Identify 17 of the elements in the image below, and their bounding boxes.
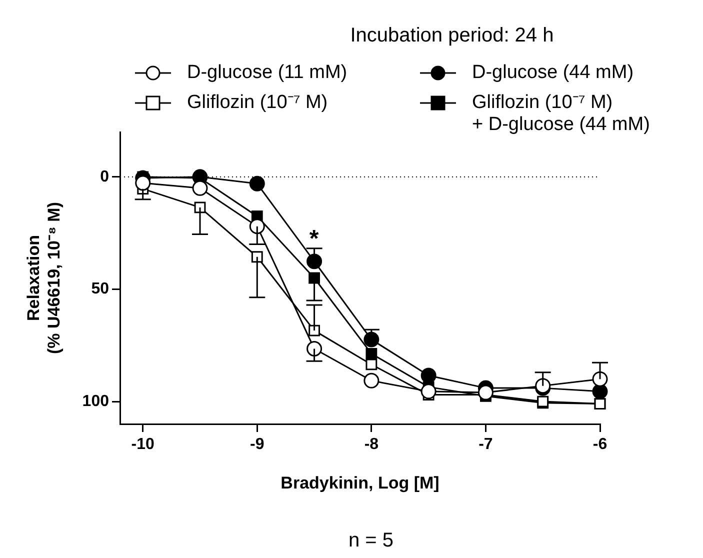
- x-tick-label: -6: [592, 436, 608, 454]
- y-axis-title: Relaxation (% U46619, 10⁻⁸ M): [24, 202, 64, 354]
- x-axis-title: Bradykinin, Log [M]: [280, 473, 440, 492]
- legend-label: Gliflozin (10⁻⁷ M) + D-glucose (44 mM): [472, 92, 650, 136]
- legend-label: Gliflozin (10⁻⁷ M): [187, 92, 328, 114]
- x-tick-label: -10: [131, 436, 155, 454]
- chart-title: Incubation period: 24 h: [350, 24, 554, 47]
- legend-label: D-glucose (11 mM): [187, 62, 348, 84]
- x-tick-label: -9: [250, 436, 264, 454]
- legend-label: D-glucose (44 mM): [472, 62, 634, 84]
- x-tick-label: -7: [478, 436, 493, 454]
- x-tick-label: -8: [364, 436, 379, 454]
- y-tick-label: 0: [100, 168, 110, 186]
- text: n = 5: [348, 530, 394, 552]
- annotation: *: [309, 226, 320, 253]
- y-tick-label: 100: [82, 392, 110, 410]
- y-tick-label: 50: [91, 280, 110, 298]
